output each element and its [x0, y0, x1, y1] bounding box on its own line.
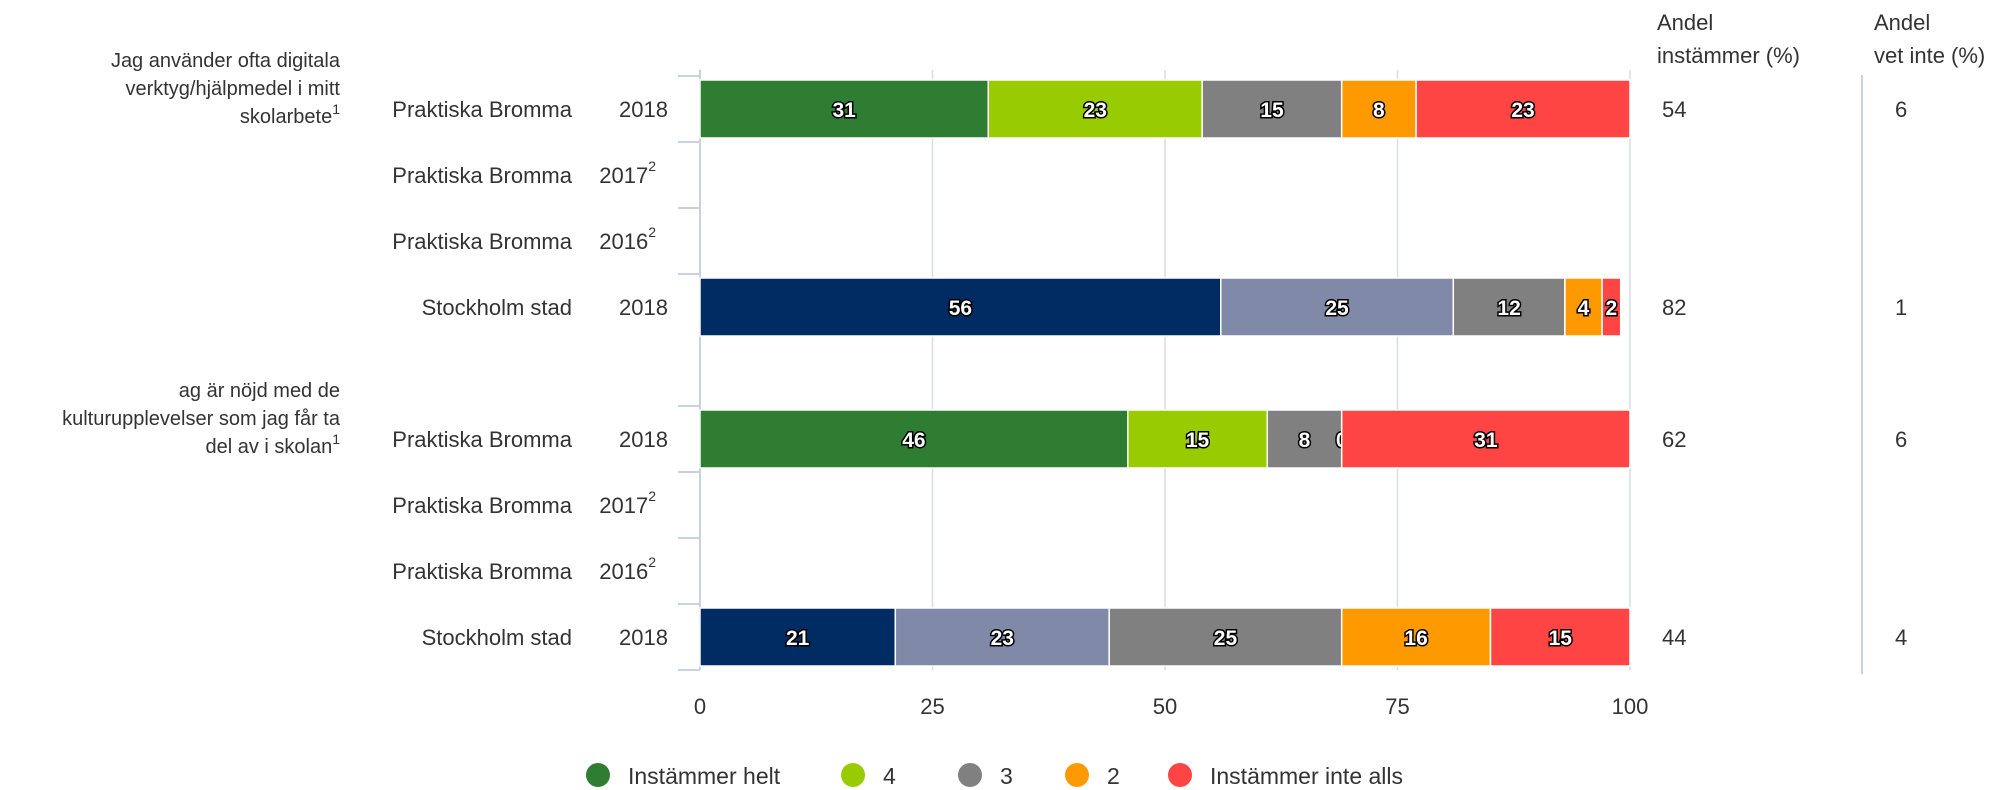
legend-label: Instämmer inte alls	[1210, 763, 1403, 789]
footnote-marker: 1	[332, 431, 340, 447]
row-name-label: Stockholm stad	[422, 295, 572, 320]
row-year-label: 2018	[619, 625, 668, 650]
x-tick-label: 100	[1612, 694, 1649, 719]
row-year-label: 20172	[599, 158, 656, 188]
footnote-marker: 2	[648, 488, 656, 504]
data-label: 25	[1325, 297, 1349, 320]
dontknow-value: 1	[1895, 295, 1907, 320]
legend-label: 4	[883, 763, 896, 789]
question-label: skolarbete1	[240, 101, 340, 128]
agree-column-header: instämmer (%)	[1657, 43, 1800, 68]
data-label: 12	[1497, 297, 1520, 320]
question-label: ag är nöjd med de	[179, 380, 340, 402]
data-label: 15	[1260, 99, 1284, 122]
data-label: 31	[1474, 429, 1498, 452]
bar-segment-4	[1220, 277, 1455, 337]
row-name-label: Praktiska Bromma	[392, 559, 572, 584]
dontknow-column-header: Andel	[1874, 10, 1930, 35]
legend-swatch-3	[958, 763, 982, 787]
data-label: 25	[1214, 627, 1238, 650]
data-label: 56	[949, 297, 972, 320]
legend-label: 3	[1000, 763, 1013, 789]
bar-segment-2	[1340, 607, 1492, 667]
data-label: 46	[902, 429, 925, 452]
dontknow-value: 6	[1895, 427, 1907, 452]
x-tick-label: 0	[694, 694, 706, 719]
dontknow-value: 6	[1895, 97, 1907, 122]
footnote-marker: 2	[648, 224, 656, 240]
legend-swatch-2	[1065, 763, 1089, 787]
data-label: 15	[1186, 429, 1210, 452]
footnote-marker: 2	[648, 158, 656, 174]
legend-swatch-4	[841, 763, 865, 787]
x-tick-label: 75	[1385, 694, 1409, 719]
legend-label: Instämmer helt	[628, 763, 781, 789]
legend-label: 2	[1107, 763, 1120, 789]
dontknow-value: 4	[1895, 625, 1907, 650]
row-name-label: Stockholm stad	[422, 625, 572, 650]
bar-segment-instämmer-helt	[699, 409, 1129, 469]
bar-segment-3	[1108, 607, 1343, 667]
dontknow-column-header: vet inte (%)	[1874, 43, 1985, 68]
agree-value: 82	[1662, 295, 1686, 320]
bar-segment-2	[1564, 277, 1603, 337]
legend-swatch-instämmer-inte-alls	[1168, 763, 1192, 787]
data-label: 23	[991, 627, 1014, 650]
bar-segment-instämmer-helt	[699, 79, 990, 139]
data-label: 15	[1549, 627, 1573, 650]
row-name-label: Praktiska Bromma	[392, 163, 572, 188]
data-label: 8	[1373, 99, 1385, 122]
data-label: 31	[832, 99, 856, 122]
row-year-label: 20162	[599, 554, 656, 584]
question-label: verktyg/hjälpmedel i mitt	[125, 78, 340, 100]
question-label: Jag använder ofta digitala	[111, 50, 341, 72]
question-label: del av i skolan1	[205, 431, 340, 458]
row-name-label: Praktiska Bromma	[392, 427, 572, 452]
row-name-label: Praktiska Bromma	[392, 493, 572, 518]
row-year-label: 20172	[599, 488, 656, 518]
row-name-label: Praktiska Bromma	[392, 97, 572, 122]
data-label: 4	[1578, 297, 1590, 320]
legend-swatch-instämmer-helt	[586, 763, 610, 787]
agree-column-header: Andel	[1657, 10, 1713, 35]
footnote-marker: 2	[648, 554, 656, 570]
footnote-marker: 1	[332, 101, 340, 117]
bar-segment-3	[1201, 79, 1343, 139]
row-name-label: Praktiska Bromma	[392, 229, 572, 254]
bar-segment-instämmer-inte-alls	[1340, 409, 1631, 469]
data-label: 21	[786, 627, 810, 650]
bar-segment-instämmer-helt	[699, 607, 897, 667]
agree-value: 44	[1662, 625, 1686, 650]
bar-segment-instämmer-inte-alls	[1415, 79, 1631, 139]
data-label: 23	[1511, 99, 1534, 122]
row-year-label: 2018	[619, 295, 668, 320]
bar-segment-2	[1340, 79, 1417, 139]
bar-segment-instämmer-inte-alls	[1601, 277, 1622, 337]
agree-value: 54	[1662, 97, 1686, 122]
row-year-label: 2018	[619, 427, 668, 452]
bar-segment-3	[1266, 409, 1343, 469]
bar-segment-instämmer-helt	[699, 277, 1222, 337]
data-label: 8	[1299, 429, 1311, 452]
data-label: 2	[1606, 297, 1618, 320]
question-label: kulturupplevelser som jag får ta	[62, 408, 341, 430]
x-tick-label: 25	[920, 694, 944, 719]
agree-value: 62	[1662, 427, 1686, 452]
x-tick-label: 50	[1153, 694, 1177, 719]
row-year-label: 20162	[599, 224, 656, 254]
data-label: 16	[1404, 627, 1427, 650]
data-label: 23	[1084, 99, 1107, 122]
bar-segment-3	[1452, 277, 1566, 337]
row-year-label: 2018	[619, 97, 668, 122]
bar-segment-instämmer-inte-alls	[1489, 607, 1631, 667]
